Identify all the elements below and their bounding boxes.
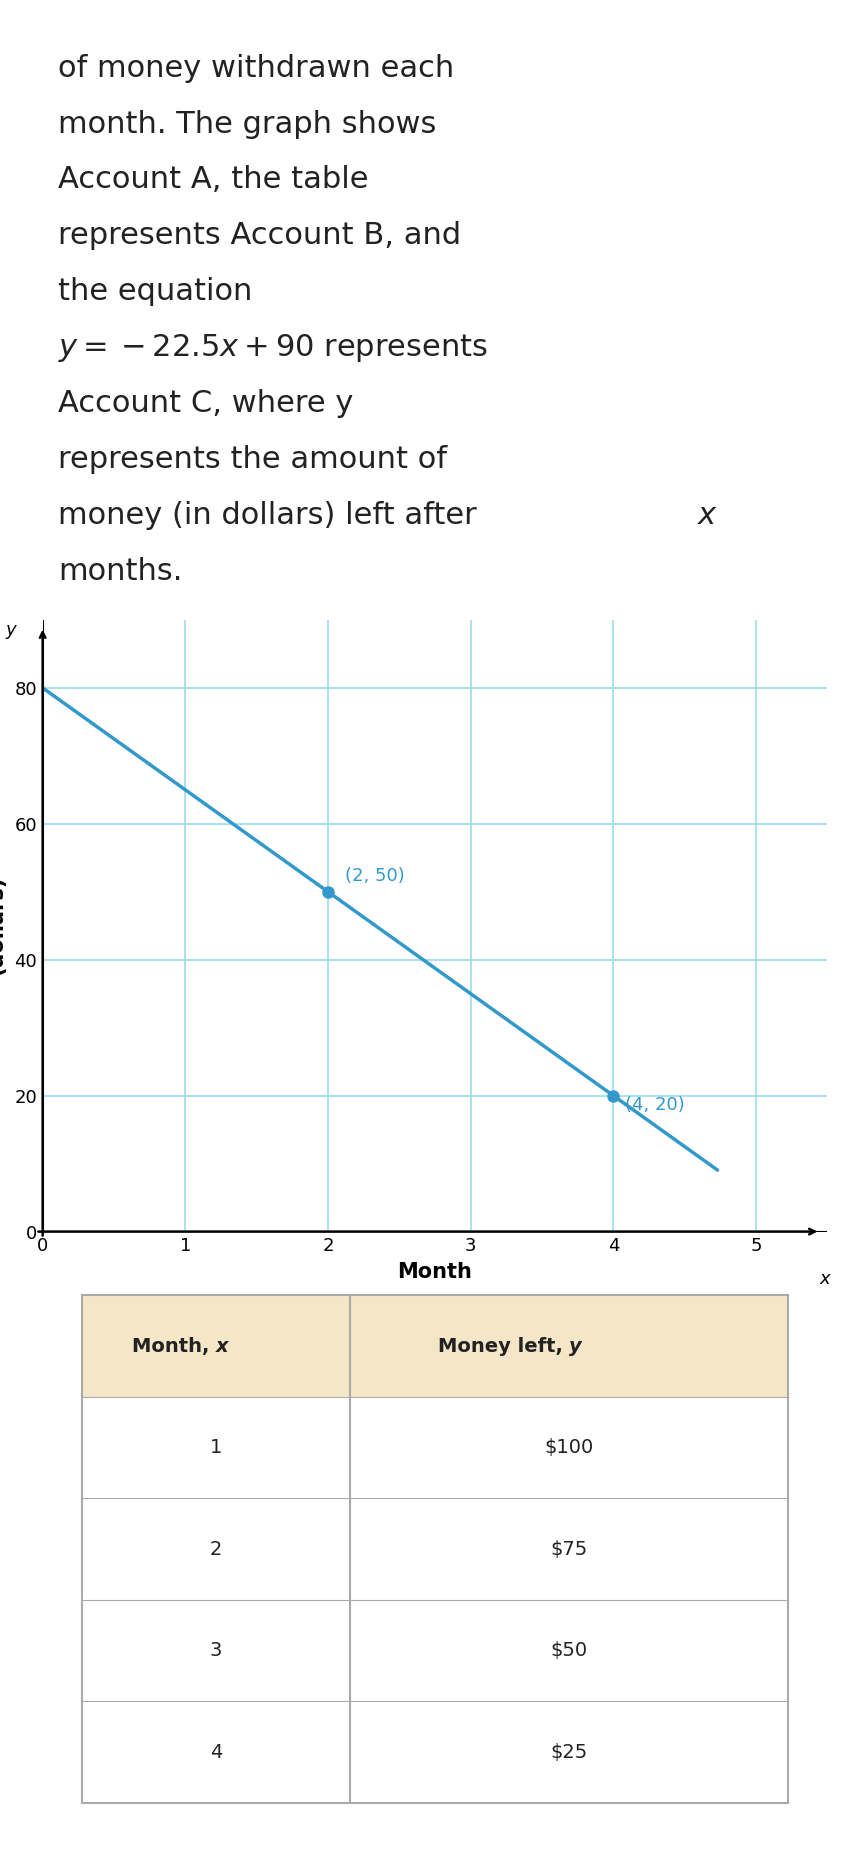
- Text: Month,: Month,: [132, 1336, 216, 1355]
- Text: y: y: [568, 1336, 581, 1355]
- Bar: [82, 1295, 350, 1396]
- Text: $y = -22.5x + 90$ represents: $y = -22.5x + 90$ represents: [58, 333, 487, 364]
- Text: Account C, where y: Account C, where y: [58, 389, 354, 419]
- Text: (2, 50): (2, 50): [345, 867, 405, 886]
- Bar: [350, 1701, 787, 1804]
- Text: 1: 1: [210, 1437, 222, 1458]
- Text: 2: 2: [210, 1540, 222, 1559]
- Text: $75: $75: [550, 1540, 587, 1559]
- Text: (4, 20): (4, 20): [624, 1095, 684, 1114]
- Text: y: y: [6, 621, 16, 639]
- Text: x: x: [697, 501, 715, 531]
- Text: month. The graph shows: month. The graph shows: [58, 110, 436, 138]
- Bar: [350, 1396, 787, 1499]
- Bar: [82, 1600, 350, 1701]
- Text: represents Account B, and: represents Account B, and: [58, 221, 461, 250]
- Text: 3: 3: [210, 1641, 222, 1660]
- Bar: [82, 1701, 350, 1804]
- Text: x: x: [216, 1336, 228, 1355]
- Text: Account A, the table: Account A, the table: [58, 166, 368, 194]
- Text: $50: $50: [550, 1641, 587, 1660]
- X-axis label: Month: Month: [397, 1262, 472, 1282]
- Text: months.: months.: [58, 557, 182, 587]
- Text: Money left,: Money left,: [437, 1336, 568, 1355]
- Bar: [350, 1600, 787, 1701]
- Bar: [350, 1295, 787, 1396]
- Bar: [82, 1396, 350, 1499]
- Text: 4: 4: [210, 1742, 222, 1762]
- Text: $25: $25: [550, 1742, 587, 1762]
- Text: the equation: the equation: [58, 277, 252, 307]
- Text: money (in dollars) left after: money (in dollars) left after: [58, 501, 486, 531]
- Text: x: x: [818, 1271, 829, 1288]
- Text: $100: $100: [544, 1437, 593, 1458]
- Y-axis label: Money left
(dollars): Money left (dollars): [0, 863, 6, 989]
- Text: of money withdrawn each: of money withdrawn each: [58, 54, 454, 82]
- Text: represents the amount of: represents the amount of: [58, 445, 446, 475]
- Bar: [350, 1499, 787, 1600]
- Bar: [82, 1499, 350, 1600]
